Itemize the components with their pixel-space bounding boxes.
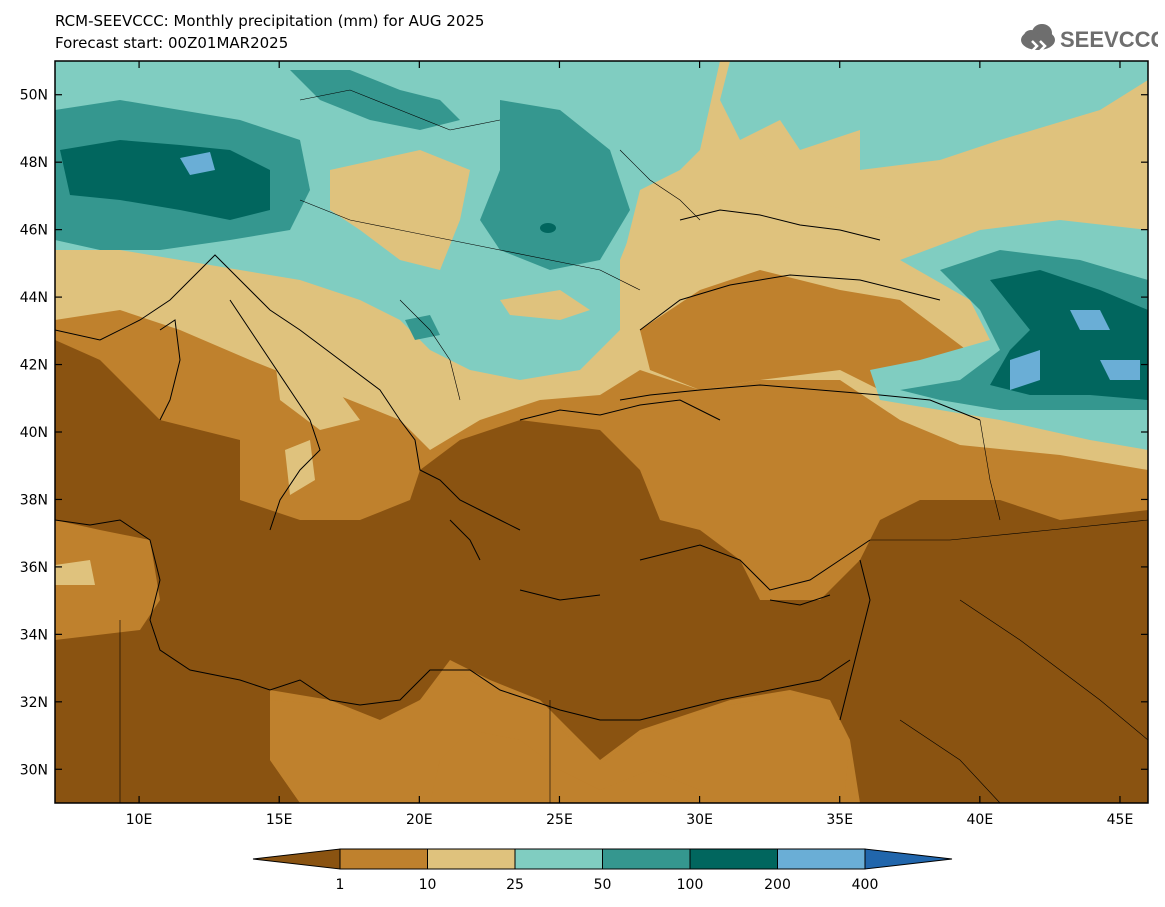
svg-text:SEEVCCC: SEEVCCC [1060,27,1158,52]
map-plot-area [55,61,1148,803]
field-200-400-caucasus-b [1010,350,1040,390]
x-tick-label: 15E [266,812,293,828]
y-tick-label: 40N [20,425,48,441]
field-50-100-bosnia [405,315,440,340]
colorbar-upper-arrow [864,848,953,870]
x-tick-label: 40E [967,812,994,828]
field-lt1-main [55,340,1148,803]
colorbar-label: 25 [506,877,524,893]
longitude-axis: 10E 15E 20E 25E 30E 35E 40E 45E [126,61,1134,828]
y-tick-label: 32N [20,695,48,711]
y-tick-label: 36N [20,560,48,576]
y-tick-label: 34N [20,627,48,643]
y-tick-label: 44N [20,290,48,306]
colorbar-swatch [602,848,691,870]
y-tick-label: 42N [20,358,48,374]
coastlines [55,209,981,721]
field-200-400-caucasus-a [1070,310,1110,330]
y-tick-label: 50N [20,88,48,104]
colorbar-legend: 1 10 25 50 100 200 400 [252,848,953,893]
x-tick-label: 30E [686,812,713,828]
colorbar-swatch [339,848,428,870]
field-100-200-alps [60,140,270,220]
seevccc-logo: SEEVCCC [1021,24,1158,52]
colorbar-swatch [514,848,603,870]
country-borders [119,89,1148,803]
latitude-axis: 50N 48N 46N 44N 42N 40N 38N 36N 34N 32N 30N [20,88,1148,778]
field-25-50-europe [55,61,1148,170]
colorbar-label: 1 [336,877,345,893]
colorbar-label: 200 [764,877,791,893]
field-10-25-pannonia [330,150,470,270]
field-50-100-carpathians [480,100,630,270]
colorbar-label: 400 [852,877,879,893]
y-tick-label: 30N [20,762,48,778]
field-10-25-ukraine [620,150,940,300]
x-tick-label: 45E [1107,812,1134,828]
colorbar-label: 10 [419,877,437,893]
y-tick-label: 38N [20,492,48,508]
forecast-start-label: Forecast start: 00Z01MAR2025 [55,34,289,52]
map-title: RCM-SEEVCCC: Monthly precipitation (mm) … [55,12,485,30]
cloud-icon [1021,24,1055,52]
field-10-25-italy [270,320,360,430]
x-tick-label: 35E [826,812,853,828]
y-tick-label: 46N [20,223,48,239]
x-tick-label: 20E [406,812,433,828]
field-10-25-tunisia [55,560,95,585]
field-10-25-serbia [500,290,590,320]
colorbar-lower-arrow [252,848,341,870]
field-200-400-alps [180,152,215,175]
colorbar-swatch [689,848,778,870]
field-100-200-carpathian-dot [540,223,556,233]
colorbar-swatch [427,848,516,870]
x-tick-label: 10E [126,812,153,828]
y-tick-label: 48N [20,155,48,171]
colorbar-label: 100 [677,877,704,893]
field-200-400-caucasus-c [1100,360,1140,380]
x-tick-label: 25E [546,812,573,828]
colorbar-label: 50 [594,877,612,893]
colorbar-swatch [777,848,866,870]
field-1-10-libya [270,670,850,803]
